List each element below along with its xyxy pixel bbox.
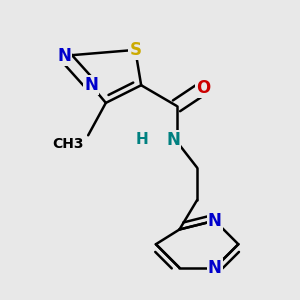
Text: H: H <box>136 132 148 147</box>
Text: S: S <box>129 41 141 59</box>
Text: N: N <box>84 76 98 94</box>
Text: N: N <box>208 259 222 277</box>
Text: O: O <box>196 79 210 97</box>
Text: N: N <box>208 212 222 230</box>
Text: CH3: CH3 <box>52 137 83 151</box>
Text: N: N <box>166 131 180 149</box>
Text: N: N <box>58 47 71 65</box>
